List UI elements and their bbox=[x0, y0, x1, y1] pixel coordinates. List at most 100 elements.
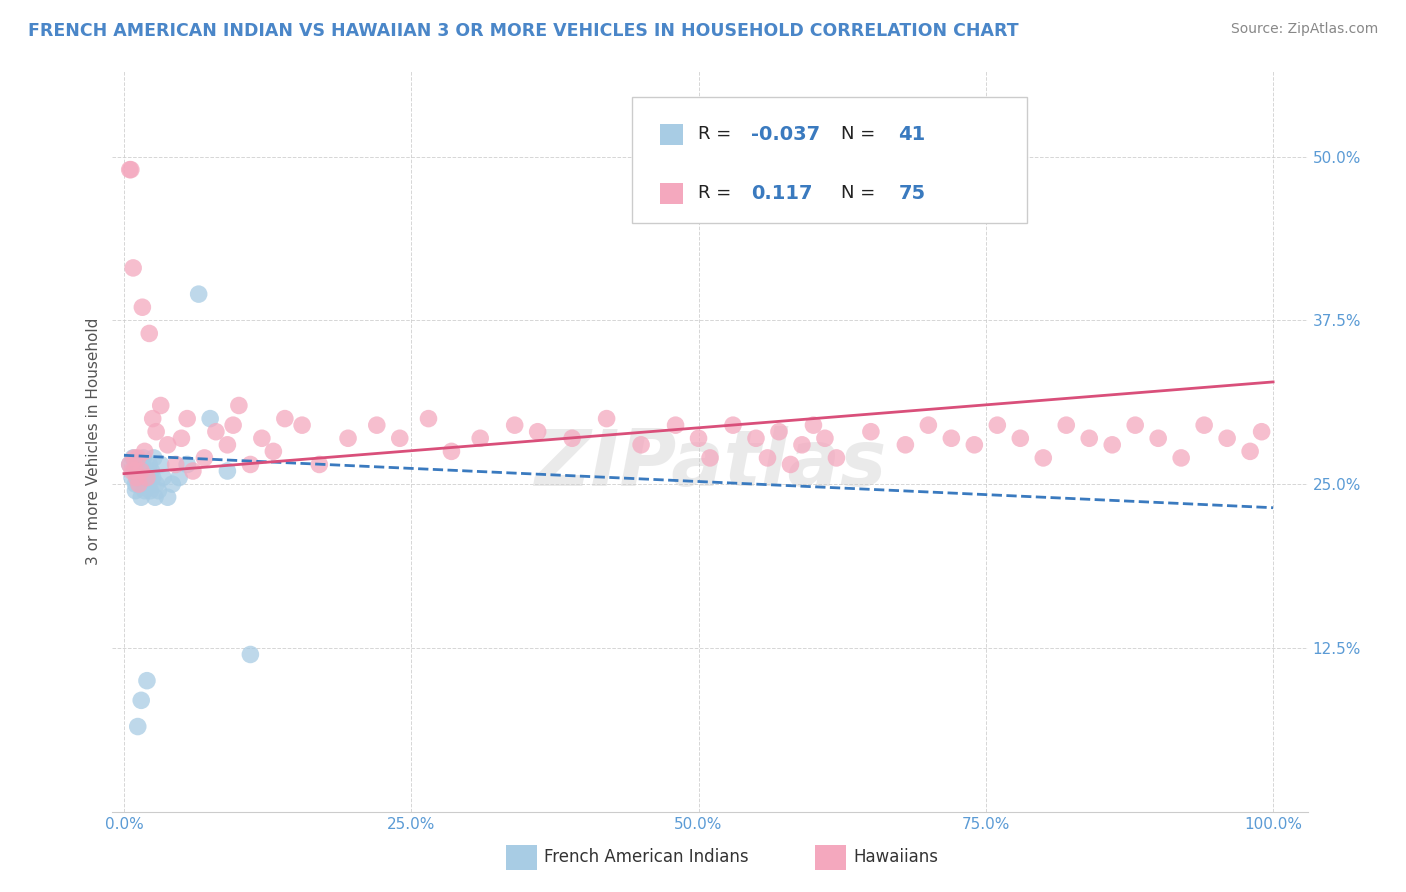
Point bbox=[124, 477, 146, 491]
Text: 0.117: 0.117 bbox=[751, 184, 813, 202]
Point bbox=[143, 490, 166, 504]
Point bbox=[503, 418, 526, 433]
Point bbox=[120, 162, 142, 177]
Point bbox=[193, 450, 215, 465]
Point bbox=[366, 418, 388, 433]
Point bbox=[131, 470, 153, 484]
Point bbox=[1170, 450, 1192, 465]
Point bbox=[745, 431, 768, 445]
Point bbox=[170, 431, 193, 445]
Point bbox=[136, 470, 159, 484]
Point bbox=[664, 418, 686, 433]
Point bbox=[917, 418, 939, 433]
Y-axis label: 3 or more Vehicles in Household: 3 or more Vehicles in Household bbox=[86, 318, 101, 566]
Text: 41: 41 bbox=[898, 125, 925, 144]
Point bbox=[145, 425, 167, 439]
Point bbox=[122, 260, 145, 275]
FancyBboxPatch shape bbox=[633, 97, 1026, 223]
Point bbox=[176, 458, 198, 472]
Point bbox=[145, 477, 167, 491]
Point bbox=[129, 464, 152, 478]
Point bbox=[1250, 425, 1272, 439]
Point bbox=[134, 444, 156, 458]
Point bbox=[1054, 418, 1077, 433]
Point bbox=[121, 470, 143, 484]
Point bbox=[1239, 444, 1261, 458]
Point bbox=[165, 458, 187, 472]
Point bbox=[162, 477, 183, 491]
Point bbox=[337, 431, 360, 445]
Point bbox=[124, 464, 146, 478]
Point bbox=[118, 162, 141, 177]
Text: 75: 75 bbox=[898, 184, 925, 202]
Point bbox=[986, 418, 1008, 433]
Point bbox=[274, 411, 297, 425]
Point bbox=[129, 464, 152, 478]
Point bbox=[181, 464, 204, 478]
Point bbox=[222, 418, 245, 433]
Point bbox=[814, 431, 837, 445]
Point bbox=[129, 470, 152, 484]
Point bbox=[124, 450, 146, 465]
Point bbox=[152, 470, 174, 484]
Point bbox=[187, 287, 209, 301]
Point bbox=[125, 470, 148, 484]
Point bbox=[127, 470, 149, 484]
Point bbox=[1192, 418, 1215, 433]
Point bbox=[128, 477, 150, 491]
Point bbox=[139, 483, 162, 498]
Text: N =: N = bbox=[841, 125, 882, 143]
Point bbox=[1078, 431, 1101, 445]
Point bbox=[1032, 450, 1054, 465]
Point bbox=[756, 450, 779, 465]
Point bbox=[118, 458, 141, 472]
Point bbox=[239, 458, 262, 472]
Point bbox=[128, 458, 150, 472]
Point bbox=[825, 450, 848, 465]
Text: ZIPatlas: ZIPatlas bbox=[534, 425, 886, 502]
Point bbox=[859, 425, 882, 439]
Point bbox=[779, 458, 801, 472]
Point bbox=[127, 450, 149, 465]
Point bbox=[122, 450, 145, 465]
Text: Hawaiians: Hawaiians bbox=[853, 848, 938, 866]
Point bbox=[129, 693, 152, 707]
Point bbox=[1147, 431, 1170, 445]
Point bbox=[688, 431, 710, 445]
Text: French American Indians: French American Indians bbox=[544, 848, 749, 866]
Text: N =: N = bbox=[841, 185, 882, 202]
Point bbox=[121, 464, 143, 478]
Point bbox=[388, 431, 411, 445]
Point bbox=[136, 673, 159, 688]
Point bbox=[291, 418, 314, 433]
Point bbox=[148, 483, 170, 498]
Point bbox=[262, 444, 284, 458]
Point bbox=[721, 418, 744, 433]
Point bbox=[135, 464, 157, 478]
Point bbox=[124, 464, 146, 478]
Point bbox=[142, 411, 165, 425]
Point bbox=[1101, 438, 1123, 452]
Point bbox=[124, 483, 146, 498]
Point bbox=[228, 399, 250, 413]
FancyBboxPatch shape bbox=[659, 124, 683, 145]
Point bbox=[131, 300, 153, 314]
Point bbox=[941, 431, 963, 445]
Point bbox=[129, 458, 152, 472]
Point bbox=[136, 477, 159, 491]
Point bbox=[132, 450, 155, 465]
Point bbox=[198, 411, 221, 425]
Point bbox=[440, 444, 463, 458]
Point bbox=[595, 411, 617, 425]
Point bbox=[149, 458, 172, 472]
Point bbox=[125, 464, 148, 478]
Point bbox=[176, 411, 198, 425]
Point bbox=[142, 450, 165, 465]
Point bbox=[768, 425, 790, 439]
Point bbox=[138, 326, 160, 341]
Point bbox=[630, 438, 652, 452]
Point bbox=[136, 470, 159, 484]
Point bbox=[128, 477, 150, 491]
Point bbox=[963, 438, 986, 452]
Point bbox=[129, 490, 152, 504]
